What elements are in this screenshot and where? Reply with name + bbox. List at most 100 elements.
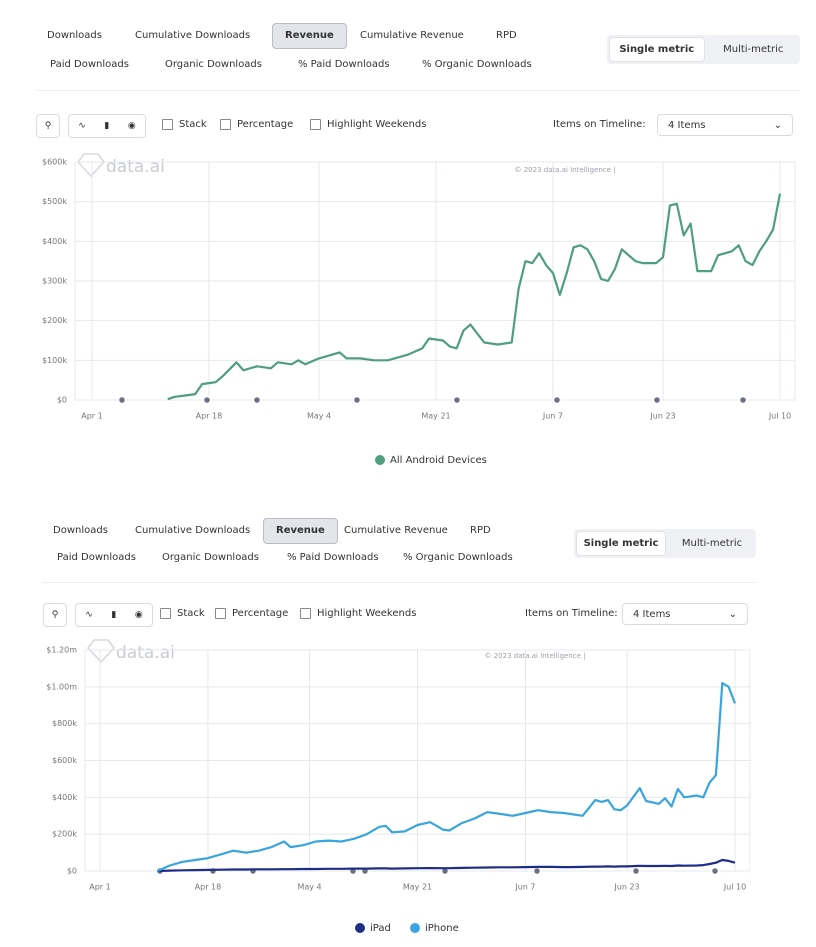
x-tick-label: Apr 18 <box>196 412 223 421</box>
legend-swatch <box>375 455 385 465</box>
metric-tab[interactable]: RPD <box>470 525 491 536</box>
y-tick-label: $600k <box>42 158 67 167</box>
checkbox-box[interactable] <box>215 608 226 619</box>
event-marker <box>452 395 462 405</box>
event-marker <box>208 866 218 876</box>
metric-tab[interactable]: Downloads <box>53 525 108 536</box>
event-marker <box>252 395 262 405</box>
select-value: 4 Items <box>633 608 671 620</box>
event-marker <box>631 866 641 876</box>
metric-tab[interactable]: Revenue <box>272 23 347 49</box>
y-tick-label: $200k <box>52 830 77 839</box>
x-tick-label: Jul 10 <box>768 412 791 421</box>
chevron: ⌄ <box>728 608 737 620</box>
metric-toggle: Single metric Multi-metric <box>574 529 756 558</box>
legend-label: iPad <box>370 923 391 934</box>
chevron: ⌄ <box>773 119 782 131</box>
legend-label: iPhone <box>425 923 459 934</box>
items-label: Items on Timeline: <box>553 119 646 130</box>
event-marker <box>710 866 720 876</box>
checkbox-label: Highlight Weekends <box>317 608 417 619</box>
y-tick-label: $0 <box>57 396 67 405</box>
items-select[interactable]: 4 Items ⌄ <box>622 603 748 625</box>
toggle-option[interactable]: Multi-metric <box>681 538 743 549</box>
y-tick-label: $100k <box>42 356 67 365</box>
metric-tab[interactable]: Cumulative Revenue <box>360 30 464 41</box>
y-tick-label: $300k <box>42 277 67 286</box>
checkbox[interactable]: Highlight Weekends <box>300 608 416 619</box>
metric-tab[interactable]: Organic Downloads <box>165 59 262 70</box>
metric-toggle: Single metric Multi-metric <box>607 35 800 64</box>
checkbox-label: Highlight Weekends <box>327 119 427 130</box>
watermark: data.ai <box>106 157 165 177</box>
metric-tab[interactable]: Revenue <box>263 518 338 544</box>
copyright: © 2023 data.ai Intelligence | <box>484 652 585 660</box>
x-tick-label: May 4 <box>307 412 331 421</box>
event-marker <box>352 395 362 405</box>
x-tick-label: Jun 7 <box>542 412 563 421</box>
line-series <box>156 682 737 873</box>
x-tick-label: May 21 <box>403 883 432 892</box>
legend-swatch <box>410 923 420 933</box>
watermark-logo <box>87 639 115 664</box>
items-select[interactable]: 4 Items ⌄ <box>657 114 793 136</box>
x-tick-label: Apr 1 <box>81 412 102 421</box>
checkbox[interactable]: Percentage <box>220 119 293 130</box>
x-tick-label: Jun 7 <box>514 883 535 892</box>
copyright: © 2023 data.ai Intelligence | <box>514 166 615 174</box>
chart-type-buttons[interactable]: ∿ ▮ ◉ <box>75 603 153 627</box>
event-marker <box>202 395 212 405</box>
checkbox[interactable]: Stack <box>162 119 207 130</box>
y-tick-label: $1.20m <box>46 646 77 655</box>
checkbox-box[interactable] <box>160 608 171 619</box>
legend-label: All Android Devices <box>390 455 487 466</box>
metric-tab[interactable]: RPD <box>496 30 517 41</box>
y-tick-label: $500k <box>42 197 67 206</box>
checkbox-box[interactable] <box>300 608 311 619</box>
zoom-button[interactable]: ⚲ <box>36 114 60 138</box>
metric-tab[interactable]: % Organic Downloads <box>422 59 532 70</box>
event-marker <box>738 395 748 405</box>
y-tick-label: $400k <box>52 793 77 802</box>
x-tick-label: Jun 23 <box>613 883 639 892</box>
checkbox[interactable]: Stack <box>160 608 205 619</box>
metric-tab[interactable]: Organic Downloads <box>162 552 259 563</box>
checkbox-box[interactable] <box>310 119 321 130</box>
toggle-option[interactable]: Multi-metric <box>723 44 784 55</box>
x-tick-label: Jun 23 <box>649 412 675 421</box>
event-marker <box>552 395 562 405</box>
toggle-option[interactable]: Single metric <box>609 37 705 62</box>
event-marker <box>117 395 127 405</box>
line-series <box>167 193 782 401</box>
zoom-button[interactable]: ⚲ <box>43 603 67 627</box>
metric-tab[interactable]: Cumulative Downloads <box>135 30 251 41</box>
checkbox-label: Stack <box>179 119 207 130</box>
chart-type-buttons[interactable]: ∿ ▮ ◉ <box>68 114 146 138</box>
y-tick-label: $1.00m <box>46 682 77 691</box>
checkbox-label: Percentage <box>232 608 289 619</box>
divider <box>42 582 756 583</box>
metric-tab[interactable]: % Paid Downloads <box>287 552 379 563</box>
metric-tab[interactable]: % Paid Downloads <box>298 59 390 70</box>
y-tick-label: $200k <box>42 316 67 325</box>
legend-swatch <box>355 923 365 933</box>
checkbox[interactable]: Highlight Weekends <box>310 119 426 130</box>
divider <box>36 90 800 91</box>
metric-tab[interactable]: Downloads <box>47 30 102 41</box>
watermark: data.ai <box>116 643 175 663</box>
x-tick-label: Apr 1 <box>89 883 110 892</box>
metric-tab[interactable]: Paid Downloads <box>50 59 129 70</box>
checkbox-box[interactable] <box>220 119 231 130</box>
toggle-option[interactable]: Single metric <box>576 531 666 556</box>
metric-tab[interactable]: Paid Downloads <box>57 552 136 563</box>
checkbox-box[interactable] <box>162 119 173 130</box>
x-tick-label: Apr 18 <box>195 883 222 892</box>
watermark-logo <box>77 153 105 178</box>
checkbox[interactable]: Percentage <box>215 608 288 619</box>
metric-tab[interactable]: Cumulative Downloads <box>135 525 251 536</box>
select-value: 4 Items <box>668 119 706 131</box>
metric-tab[interactable]: % Organic Downloads <box>403 552 513 563</box>
metric-tab[interactable]: Cumulative Revenue <box>344 525 448 536</box>
